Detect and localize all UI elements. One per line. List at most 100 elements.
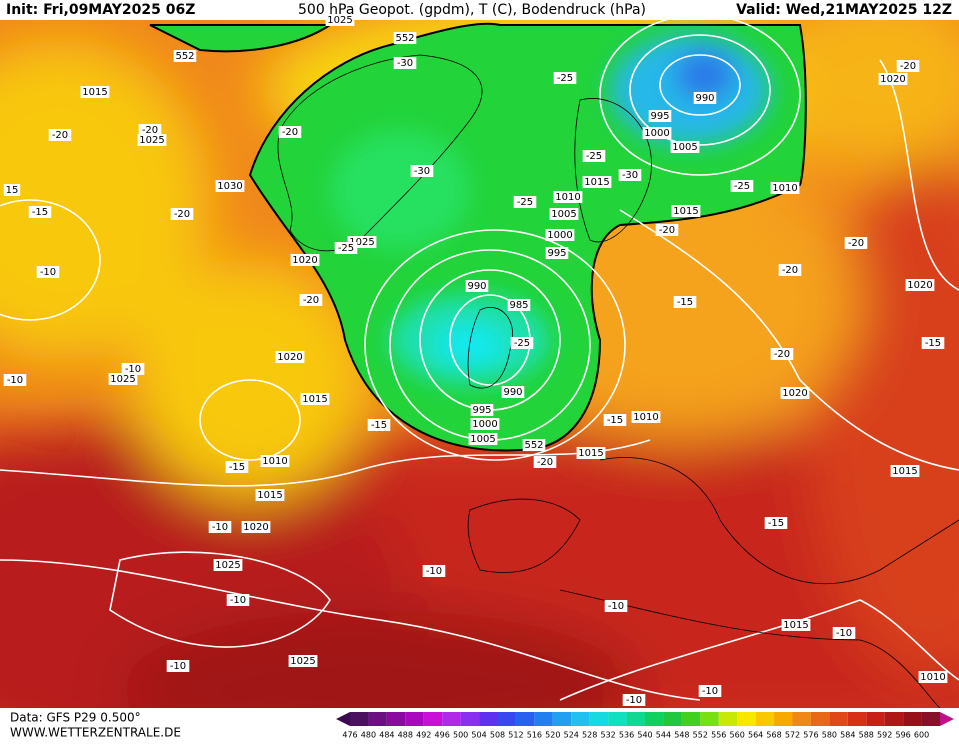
colorbar-swatch xyxy=(774,712,793,726)
contour-label-box xyxy=(905,279,935,291)
colorbar-label: 572 xyxy=(785,731,800,740)
footer: Data: GFS P29 0.500° WWW.WETTERZENTRALE.… xyxy=(10,711,181,740)
contour-label-box xyxy=(890,465,920,477)
colorbar-label: 500 xyxy=(453,731,468,740)
contour-label: 15 xyxy=(6,185,19,196)
colorbar-label: 548 xyxy=(674,731,689,740)
contour-label: -25 xyxy=(557,73,573,84)
colorbar-swatch xyxy=(479,712,498,726)
contour-label: -15 xyxy=(768,518,784,529)
contour-label-box xyxy=(170,208,194,220)
contour-label: 1025 xyxy=(139,135,164,146)
contour-label-box xyxy=(241,521,271,533)
contour-label: -10 xyxy=(212,522,228,533)
contour-label-box xyxy=(3,184,21,196)
colorbar-label: 516 xyxy=(527,731,542,740)
contour-label-box xyxy=(138,124,162,136)
contour-label: 1025 xyxy=(349,237,374,248)
contour-label-box xyxy=(622,694,646,706)
contour-label-box xyxy=(501,386,525,398)
contour-label-box xyxy=(553,191,583,203)
contour-label: 1010 xyxy=(920,672,945,683)
colorbar-label: 568 xyxy=(766,731,781,740)
colorbar-swatch xyxy=(350,712,369,726)
isobars xyxy=(0,20,959,701)
contour-label: 1015 xyxy=(783,620,808,631)
colorbar-label: 536 xyxy=(619,731,634,740)
contour-label: -20 xyxy=(303,295,319,306)
contour-label: 1025 xyxy=(290,656,315,667)
contour-label: 1000 xyxy=(472,419,497,430)
contour-label-box xyxy=(770,348,794,360)
contour-label-box xyxy=(299,294,323,306)
colorbar-swatch xyxy=(921,712,940,726)
map-title: 500 hPa Geopot. (gpdm), T (C), Bodendruc… xyxy=(298,2,646,18)
contour-label: 1010 xyxy=(772,183,797,194)
contour-label-box xyxy=(507,299,531,311)
contour-label-box xyxy=(553,72,577,84)
colorbar-label: 512 xyxy=(508,731,523,740)
contour-label-box xyxy=(166,660,190,672)
contour-label: 1000 xyxy=(547,230,572,241)
contour-label-box xyxy=(576,447,606,459)
contour-label-box xyxy=(673,296,697,308)
colorbar-label: 576 xyxy=(803,731,818,740)
init-time: Init: Fri,09MAY2025 06Z xyxy=(6,2,195,18)
colorbar-swatch xyxy=(645,712,664,726)
contour-label-box xyxy=(513,196,537,208)
colorbar-label: 596 xyxy=(895,731,910,740)
colorbar-label: 496 xyxy=(435,731,450,740)
contour-label-box xyxy=(510,337,534,349)
contour-label: 990 xyxy=(467,281,486,292)
contour-label: -25 xyxy=(734,181,750,192)
contour-label: 1015 xyxy=(584,177,609,188)
contour-label: -20 xyxy=(848,238,864,249)
colorbar-label: 584 xyxy=(840,731,855,740)
contour-label: 1010 xyxy=(262,456,287,467)
contour-label: -10 xyxy=(125,364,141,375)
colorbar-arrow-left xyxy=(336,712,350,726)
contour-label: -10 xyxy=(626,695,642,706)
colorbar-swatch xyxy=(663,712,682,726)
contour-label: 552 xyxy=(524,440,543,451)
contour-label: -10 xyxy=(836,628,852,639)
contour-label-box xyxy=(422,565,446,577)
colorbar-swatch xyxy=(847,712,867,726)
colorbar-label: 520 xyxy=(545,731,560,740)
colorbar-label: 488 xyxy=(398,731,413,740)
contour-label-box xyxy=(108,373,138,385)
contour-label: 1015 xyxy=(302,394,327,405)
contour-label-box xyxy=(470,418,500,430)
contour-label-box xyxy=(631,411,661,423)
contour-label-box xyxy=(470,404,494,416)
contour-label: 1010 xyxy=(633,412,658,423)
contour-label: 1020 xyxy=(277,352,302,363)
contour-label-box xyxy=(604,600,628,612)
colorbar-swatch xyxy=(386,712,406,726)
contour-label: -20 xyxy=(659,225,675,236)
contour-label: -30 xyxy=(622,170,638,181)
contour-label-box xyxy=(522,439,546,451)
colorbar-swatch xyxy=(405,712,424,726)
contour-label: 1030 xyxy=(217,181,242,192)
contour-label: -30 xyxy=(414,166,430,177)
contour-label-box xyxy=(896,60,920,72)
colorbar-swatch xyxy=(755,712,775,726)
contour-label-box xyxy=(918,671,948,683)
data-source: Data: GFS P29 0.500° xyxy=(10,711,141,725)
contour-label: -10 xyxy=(230,595,246,606)
contour-label-box xyxy=(549,208,579,220)
contour-label-box xyxy=(121,363,145,375)
contour-label: 990 xyxy=(503,387,522,398)
contour-label-box xyxy=(215,180,245,192)
contour-label: -10 xyxy=(426,566,442,577)
contour-label: -15 xyxy=(677,297,693,308)
colorbar-label: 600 xyxy=(914,731,929,740)
contour-label-box xyxy=(603,414,627,426)
contour-label-box xyxy=(36,266,60,278)
colorbar-label: 528 xyxy=(582,731,597,740)
colorbar: 476 480 484 488 492 496 500 504 508 512 516 520 524 5… xyxy=(336,712,954,740)
contour-label-box xyxy=(325,14,355,26)
